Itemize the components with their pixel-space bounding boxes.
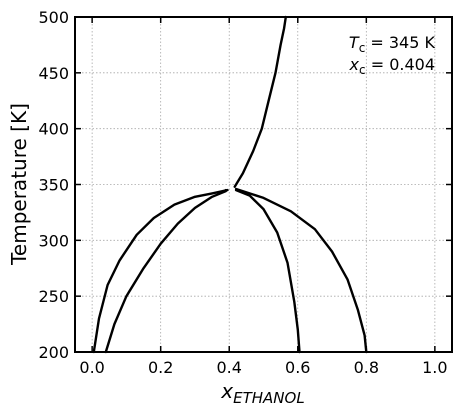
x-axis-label-sub: ETHANOL [233,389,305,407]
critical-temperature-label: Tc = 345 K [349,33,436,55]
x-axis-label: xETHANOL [220,379,304,407]
tick-labels: 0.0 0.2 0.4 0.6 0.8 1.0 200 250 300 350 400 450 500 [38,8,447,377]
x-tick-label: 0.6 [285,358,310,377]
x-tick-label: 0.4 [217,358,242,377]
phase-curve-4 [234,188,301,354]
y-axis-label: Temperature [K] [7,103,31,266]
phase-curve-5 [234,187,368,354]
phase-curve-1 [233,15,287,188]
y-tick-label: 300 [38,231,69,250]
phase-curve-3 [104,188,227,354]
phase-curves [92,15,368,354]
x-tick-label: 0.2 [148,358,173,377]
y-tick-label: 200 [38,343,69,362]
critical-point-annotation: Tc = 345 K xc = 0.404 [349,33,436,77]
phase-curve-2 [92,188,229,354]
y-tick-label: 400 [38,120,69,139]
x-axis-label-base: x [220,379,233,403]
x-tick-label: 0.0 [79,358,104,377]
critical-composition-label: xc = 0.404 [349,55,435,77]
x-tick-label: 0.8 [354,358,379,377]
y-tick-label: 250 [38,287,69,306]
axis-ticks [75,16,452,353]
x-tick-label: 1.0 [422,358,447,377]
y-tick-label: 500 [38,8,69,27]
y-tick-label: 450 [38,64,69,83]
y-tick-label: 350 [38,176,69,195]
